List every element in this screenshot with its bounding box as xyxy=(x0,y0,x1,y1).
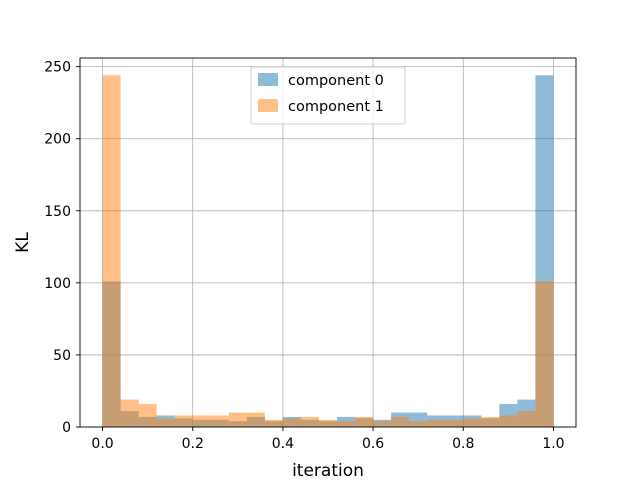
series-0-bars xyxy=(102,75,554,427)
bar xyxy=(228,412,247,427)
bar xyxy=(337,421,356,427)
bar xyxy=(373,421,392,427)
y-tick-label: 100 xyxy=(44,276,71,292)
bar xyxy=(517,411,536,427)
x-tick-label: 0.6 xyxy=(362,436,384,452)
y-tick-label: 150 xyxy=(44,204,71,220)
x-tick-label: 0.2 xyxy=(182,436,204,452)
bar xyxy=(156,418,175,427)
y-tick-label: 250 xyxy=(44,60,71,76)
y-tick-label: 200 xyxy=(44,132,71,148)
legend-label: component 1 xyxy=(288,99,384,115)
y-tick-label: 0 xyxy=(62,420,71,436)
bar xyxy=(409,421,428,427)
bar xyxy=(463,418,482,427)
bar xyxy=(391,416,410,427)
legend-box xyxy=(250,66,406,125)
bar xyxy=(192,415,211,427)
x-tick-label: 1.0 xyxy=(542,436,564,452)
series-1-bars xyxy=(102,75,554,427)
bar xyxy=(210,415,229,427)
x-axis-ticks: 0.0 0.2 0.4 0.6 0.8 1.0 xyxy=(91,427,565,452)
legend-swatch xyxy=(258,73,278,86)
x-axis-label: iteration xyxy=(292,461,364,480)
bar xyxy=(120,399,139,427)
bar xyxy=(102,75,121,427)
legend-swatch xyxy=(258,99,278,112)
bar xyxy=(481,416,500,427)
bar xyxy=(535,281,554,427)
bars xyxy=(102,75,554,427)
x-tick-label: 0.4 xyxy=(272,436,294,452)
bar xyxy=(445,419,464,427)
y-tick-label: 50 xyxy=(53,348,71,364)
y-axis-ticks: 0 50 100 150 200 250 xyxy=(44,60,80,436)
plot-area-frame xyxy=(79,57,577,428)
bar xyxy=(355,416,374,427)
bar xyxy=(499,415,518,427)
bar xyxy=(264,419,283,427)
bar xyxy=(300,416,319,427)
y-axis-label: KL xyxy=(13,232,33,253)
legend-label: component 0 xyxy=(288,73,384,89)
x-tick-label: 0.0 xyxy=(91,436,113,452)
bar xyxy=(427,419,446,427)
bar xyxy=(318,419,338,427)
bar xyxy=(282,418,301,427)
bar xyxy=(138,403,157,427)
bar xyxy=(246,412,265,427)
legend: component 0 component 1 xyxy=(250,66,406,125)
x-tick-label: 0.8 xyxy=(452,436,474,452)
bar xyxy=(174,415,193,427)
